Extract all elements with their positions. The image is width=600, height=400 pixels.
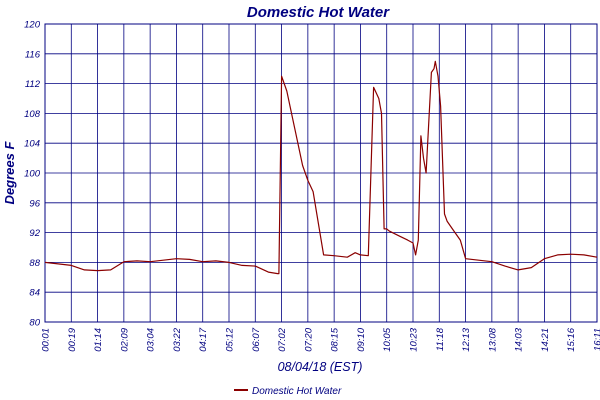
y-axis-ticks: 80 84 88 92 96 100 104 108 112 116 120 xyxy=(24,20,41,329)
x-tick-label: 12:13 xyxy=(461,327,472,351)
series-line-domestic-hot-water xyxy=(44,60,598,275)
y-tick-label: 96 xyxy=(29,198,40,209)
grid-lines xyxy=(44,23,598,323)
y-tick-label: 80 xyxy=(29,318,40,329)
y-tick-label: 92 xyxy=(29,228,40,239)
y-axis-label: Degrees F xyxy=(2,141,17,205)
x-tick-label: 13:08 xyxy=(487,327,498,351)
x-tick-label: 04:17 xyxy=(198,327,209,351)
x-tick-label: 03:04 xyxy=(146,328,157,352)
x-tick-label: 08:15 xyxy=(330,327,341,351)
y-tick-label: 116 xyxy=(25,49,41,60)
x-axis-label: 08/04/18 (EST) xyxy=(278,360,363,374)
legend-label: Domestic Hot Water xyxy=(252,386,342,397)
y-tick-label: 84 xyxy=(29,288,40,299)
x-tick-label: 10:23 xyxy=(409,327,420,351)
series-layer xyxy=(44,60,598,275)
y-tick-label: 104 xyxy=(24,139,40,150)
plot-border xyxy=(44,23,598,323)
x-tick-label: 00:01 xyxy=(41,328,52,352)
x-tick-label: 02:09 xyxy=(119,327,130,351)
y-tick-label: 100 xyxy=(24,169,41,180)
x-tick-label: 11:18 xyxy=(435,327,446,351)
x-tick-label: 15:16 xyxy=(566,327,577,351)
x-tick-label: 05:12 xyxy=(225,327,236,351)
x-tick-label: 09:10 xyxy=(356,327,367,351)
x-tick-label: 06:07 xyxy=(251,327,262,351)
x-tick-label: 01:14 xyxy=(93,328,104,352)
y-tick-label: 88 xyxy=(29,258,40,269)
x-tick-label: 16:11 xyxy=(593,328,600,351)
y-tick-label: 112 xyxy=(25,79,41,90)
x-tick-label: 03:22 xyxy=(172,327,183,351)
x-tick-label: 14:03 xyxy=(514,327,525,351)
x-axis-ticks: 00:01 00:19 01:14 02:09 03:04 03:22 04:17 05:12… xyxy=(41,327,600,351)
x-tick-label: 10:05 xyxy=(382,327,393,351)
chart-title: Domestic Hot Water xyxy=(247,4,390,21)
x-tick-label: 14:21 xyxy=(540,328,551,352)
x-tick-label: 07:02 xyxy=(277,327,288,351)
x-tick-label: 07:20 xyxy=(303,327,314,351)
y-tick-label: 108 xyxy=(24,109,41,120)
y-tick-label: 120 xyxy=(24,20,41,31)
x-tick-label: 00:19 xyxy=(67,327,78,351)
